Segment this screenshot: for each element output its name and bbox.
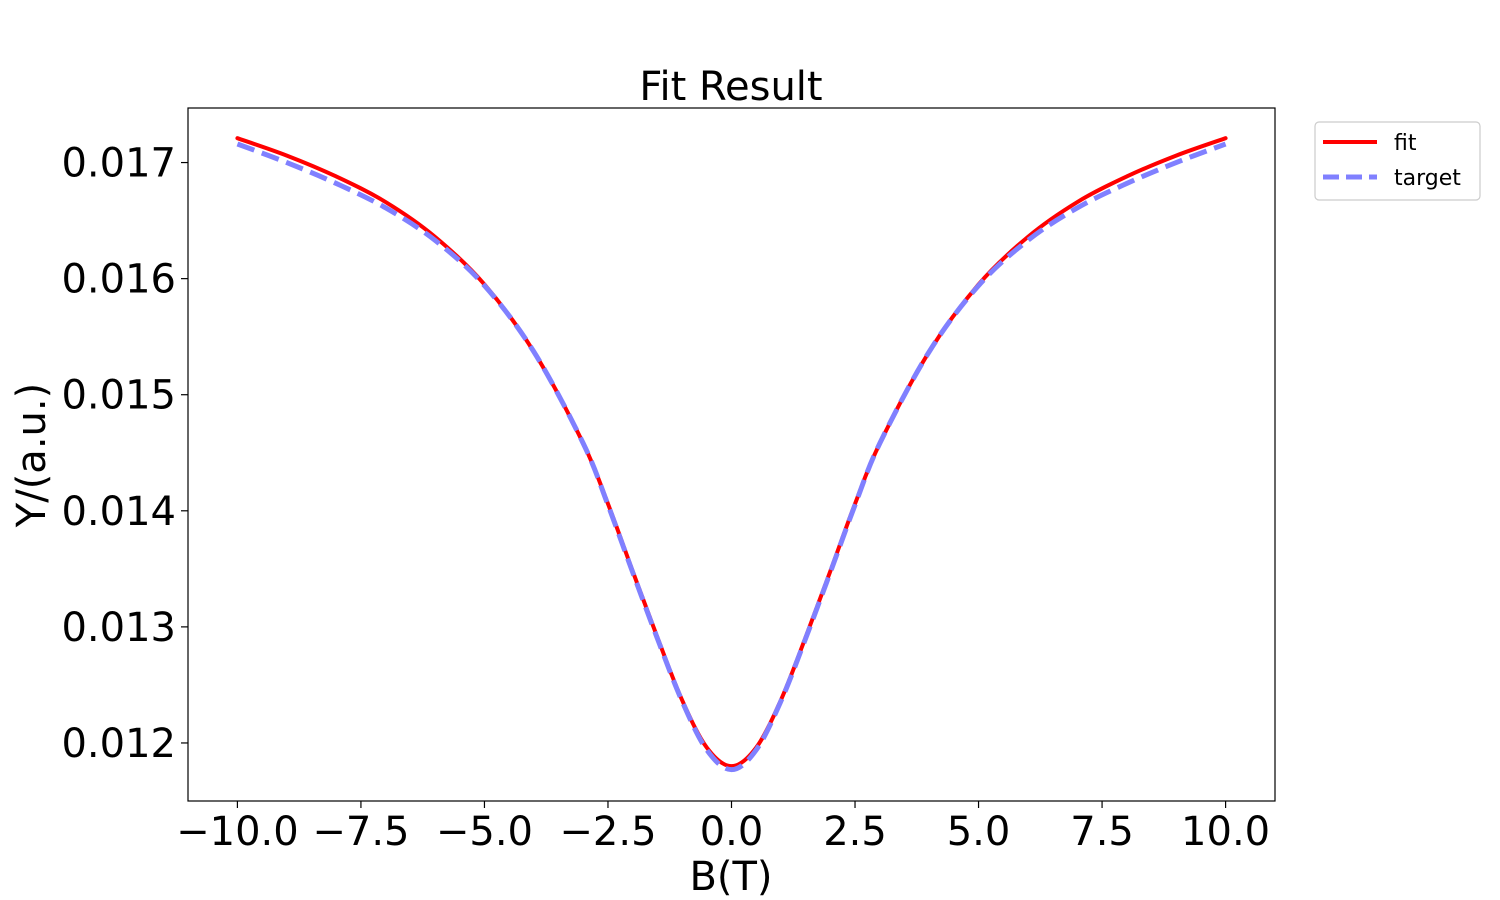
y-tick-label: 0.013 bbox=[61, 605, 176, 651]
y-tick-label: 0.012 bbox=[61, 721, 176, 767]
x-tick-label: 10.0 bbox=[1181, 809, 1270, 855]
x-tick-label: 2.5 bbox=[823, 809, 887, 855]
x-axis-ticks: −10.0 −7.5 −5.0 −2.5 0.0 2.5 5.0 7.5 10.0 bbox=[176, 801, 1270, 855]
x-tick-label: −7.5 bbox=[312, 809, 409, 855]
x-tick-label: −5.0 bbox=[436, 809, 533, 855]
y-tick-label: 0.015 bbox=[61, 373, 176, 419]
x-axis-label: B(T) bbox=[689, 854, 772, 900]
y-tick-label: 0.014 bbox=[61, 489, 176, 535]
y-tick-label: 0.017 bbox=[61, 141, 176, 187]
y-tick-label: 0.016 bbox=[61, 257, 176, 303]
y-axis-ticks: 0.012 0.013 0.014 0.015 0.016 0.017 bbox=[61, 141, 188, 767]
chart-title: Fit Result bbox=[639, 64, 822, 110]
x-tick-label: 7.5 bbox=[1070, 809, 1134, 855]
x-tick-label: −10.0 bbox=[176, 809, 299, 855]
legend-label-fit: fit bbox=[1394, 131, 1417, 156]
legend-label-target: target bbox=[1394, 166, 1461, 191]
x-tick-label: −2.5 bbox=[559, 809, 656, 855]
x-tick-label: 0.0 bbox=[700, 809, 764, 855]
legend: fit target bbox=[1314, 121, 1481, 201]
x-tick-label: 5.0 bbox=[947, 809, 1011, 855]
y-axis-label: Y/(a.u.) bbox=[9, 383, 55, 528]
series-line-target bbox=[236, 141, 1227, 773]
series-layer bbox=[235, 136, 1228, 773]
